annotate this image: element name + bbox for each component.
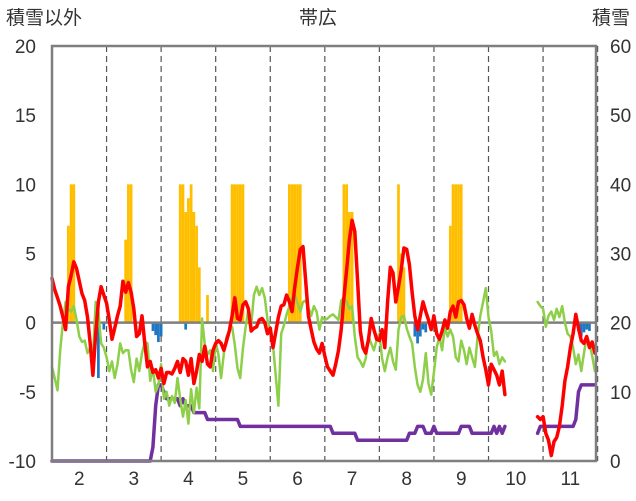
- precip-bar: [238, 184, 242, 323]
- sunshine-dev-bar: [154, 322, 158, 336]
- x-tick-label: 9: [456, 469, 467, 490]
- precip-bar: [350, 212, 354, 323]
- precip-bar: [236, 184, 239, 323]
- x-tick-label: 6: [292, 469, 303, 490]
- precip-bar: [454, 184, 458, 323]
- sunshine-dev-bar: [97, 322, 100, 378]
- precip-bar: [233, 184, 237, 323]
- precip-bar: [181, 184, 185, 323]
- precip-bar: [290, 184, 294, 323]
- precip-bar: [189, 184, 193, 323]
- y-right-tick-label: 30: [610, 245, 631, 266]
- precip-bar: [230, 184, 234, 323]
- precip-bar: [293, 184, 297, 323]
- x-tick-label: 10: [505, 469, 526, 490]
- y-left-tick-label: 0: [25, 314, 36, 335]
- series-line-temp-min: [536, 300, 597, 373]
- y-right-tick-label: 60: [610, 37, 631, 58]
- sunshine-dev-bar: [582, 322, 586, 333]
- y-left-tick-label: 20: [15, 37, 36, 58]
- series-line-temp-max: [535, 312, 597, 458]
- x-tick-label: 7: [347, 469, 358, 490]
- precip-bar: [397, 184, 400, 323]
- precip-bar: [296, 184, 299, 323]
- y-left-tick-label: -5: [19, 383, 36, 404]
- precip-bar: [184, 212, 188, 323]
- precip-bar: [192, 212, 196, 323]
- series-line-temp-min: [50, 285, 507, 425]
- precip-bar: [459, 184, 463, 323]
- precip-bar: [178, 184, 182, 323]
- precip-bar: [197, 267, 201, 323]
- y-right-tick-label: 0: [610, 452, 621, 473]
- precip-bar: [342, 184, 346, 323]
- sunshine-dev-bar: [413, 322, 417, 337]
- precip-bar: [72, 184, 76, 323]
- sunshine-dev-bar: [585, 322, 589, 330]
- sunshine-dev-bar: [102, 322, 106, 330]
- precip-bar: [124, 239, 128, 323]
- series-line-temp-max: [50, 218, 507, 397]
- precip-bar: [457, 184, 460, 323]
- precip-bar: [67, 225, 70, 323]
- sunshine-dev-bar: [151, 322, 155, 331]
- precip-bar: [206, 295, 209, 323]
- series-line-snow-depth: [535, 383, 597, 436]
- sunshine-dev-bar: [416, 322, 419, 344]
- precip-bar: [187, 198, 190, 323]
- y-left-tick-label: 15: [15, 106, 36, 127]
- x-tick-label: 8: [401, 469, 412, 490]
- sunshine-dev-bar: [588, 322, 591, 331]
- y-right-tick-label: 40: [610, 175, 631, 196]
- sunshine-dev-bar: [159, 322, 163, 337]
- precip-bar: [69, 184, 73, 323]
- x-tick-label: 11: [560, 469, 580, 490]
- sunshine-dev-bar: [424, 322, 428, 333]
- y-right-tick-label: 20: [610, 314, 631, 335]
- precip-bar: [399, 253, 403, 323]
- y-left-label: 積雪以外: [6, 7, 82, 29]
- x-tick-label: 3: [129, 469, 140, 490]
- sunshine-dev-bar: [421, 322, 425, 330]
- sunshine-dev-bar: [579, 322, 583, 337]
- precip-bar: [402, 267, 406, 323]
- y-right-tick-label: 50: [610, 106, 631, 127]
- y-left-tick-label: 5: [25, 245, 36, 266]
- precip-bar: [195, 225, 198, 323]
- sunshine-dev-bar: [418, 322, 422, 337]
- precip-bar: [348, 212, 351, 323]
- y-left-tick-label: -10: [9, 452, 36, 473]
- x-tick-label: 5: [238, 469, 249, 490]
- x-tick-label: 2: [74, 469, 85, 490]
- y-right-label: 積雪: [592, 7, 630, 29]
- precip-bar: [241, 184, 245, 323]
- sunshine-dev-bar: [184, 322, 188, 330]
- precip-bar: [448, 225, 452, 323]
- precip-bar: [287, 184, 291, 323]
- precip-bar: [129, 184, 133, 323]
- y-left-tick-label: 10: [15, 175, 36, 196]
- y-right-tick-label: 10: [610, 383, 631, 404]
- precip-bar: [451, 184, 455, 323]
- x-tick-label: 4: [183, 469, 194, 490]
- sunshine-dev-bar: [157, 322, 160, 343]
- plot-frame: [50, 44, 598, 463]
- chart-title: 帯広: [299, 7, 337, 29]
- precip-bar: [127, 184, 130, 323]
